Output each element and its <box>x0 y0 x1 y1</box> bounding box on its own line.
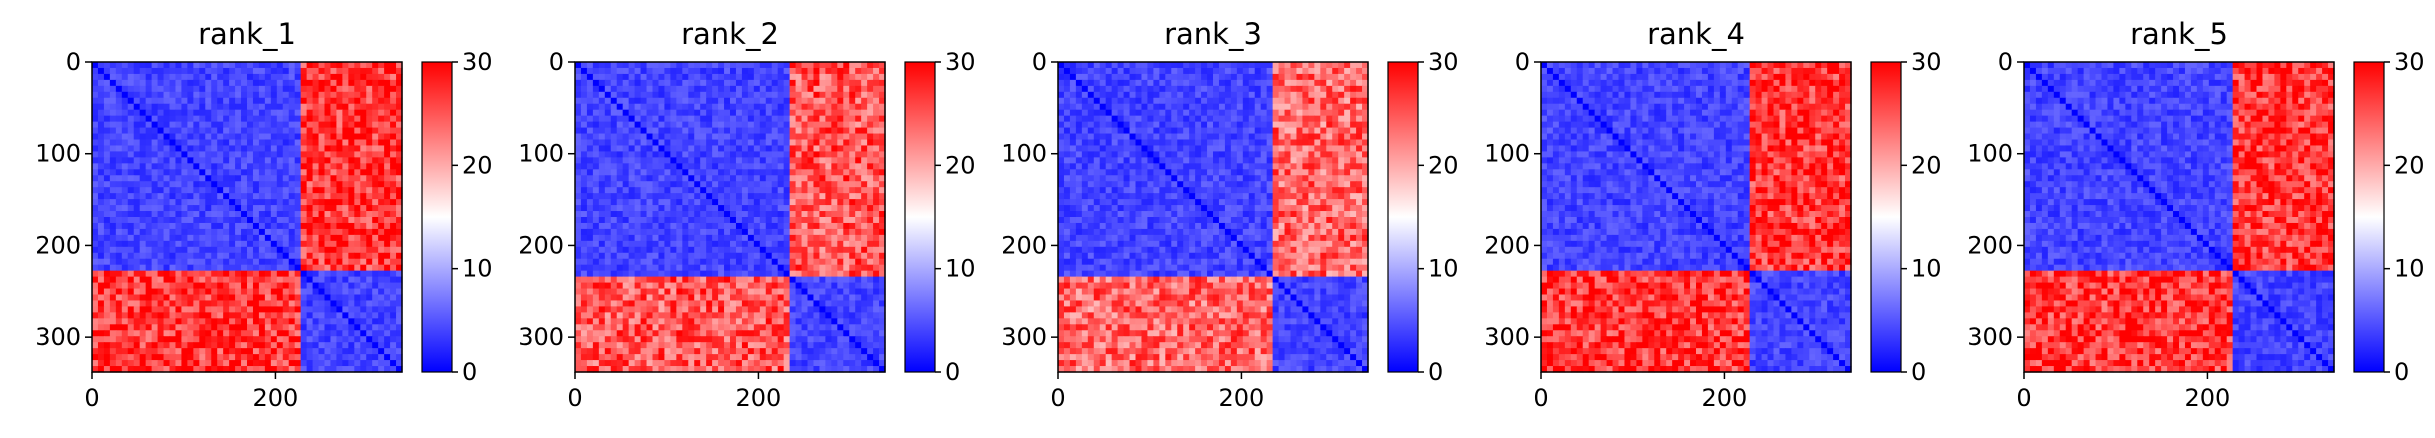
colorbar-tick-label: 10 <box>2394 255 2425 283</box>
colorbar-tick-label: 20 <box>2394 151 2425 179</box>
heatmap-panel-1: rank_1 0 100 200 300 0 200 0 10 20 30 <box>35 17 492 412</box>
colorbar-tick-label: 0 <box>945 358 960 386</box>
y-tick-label: 200 <box>1001 231 1047 259</box>
axes-frame <box>574 61 886 373</box>
heatmap-panel-2: rank_2 0 100 200 300 0 200 0 10 20 30 <box>518 17 975 412</box>
y-tick-label: 100 <box>35 140 81 168</box>
axes-frame <box>2023 61 2335 373</box>
y-tick-label: 300 <box>35 323 81 351</box>
x-tick-label: 200 <box>1702 384 1748 412</box>
x-tick-label: 200 <box>736 384 782 412</box>
y-tick-label: 200 <box>1484 231 1530 259</box>
colorbar-tick-label: 0 <box>2394 358 2409 386</box>
panel-title: rank_5 <box>2130 17 2228 51</box>
heatmap-cells <box>1058 62 1369 373</box>
panel-title: rank_3 <box>1164 17 1262 51</box>
y-tick-label: 0 <box>549 48 564 76</box>
y-tick-label: 200 <box>518 231 564 259</box>
axes-frame <box>91 61 403 373</box>
heatmap-cells <box>1541 62 1852 373</box>
heatmap-cells <box>2024 62 2335 373</box>
colorbar-tick-label: 20 <box>1428 151 1459 179</box>
panel-title: rank_1 <box>198 17 296 51</box>
colorbar-tick-label: 20 <box>1911 151 1942 179</box>
colorbar-tick-label: 30 <box>945 48 976 76</box>
y-tick-label: 0 <box>1515 48 1530 76</box>
x-tick-label: 0 <box>1533 384 1548 412</box>
x-tick-label: 0 <box>2016 384 2031 412</box>
y-tick-label: 200 <box>35 231 81 259</box>
heatmap-panel-5: rank_5 0 100 200 300 0 200 0 10 20 30 <box>1967 17 2424 412</box>
x-tick-label: 200 <box>2185 384 2231 412</box>
y-tick-label: 300 <box>518 323 564 351</box>
y-tick-label: 0 <box>66 48 81 76</box>
heatmap-panel-3: rank_3 0 100 200 300 0 200 0 10 20 30 <box>1001 17 1458 412</box>
x-tick-label: 200 <box>1219 384 1265 412</box>
colorbar-tick-label: 30 <box>462 48 493 76</box>
colorbar-tick-label: 0 <box>462 358 477 386</box>
colorbar-tick-label: 30 <box>2394 48 2425 76</box>
x-tick-label: 0 <box>567 384 582 412</box>
panel-title: rank_2 <box>681 17 779 51</box>
colorbar-tick-label: 10 <box>1911 255 1942 283</box>
x-tick-label: 200 <box>253 384 299 412</box>
colorbar-tick-label: 10 <box>462 255 493 283</box>
colorbar-tick-label: 10 <box>945 255 976 283</box>
panel-title: rank_4 <box>1647 17 1745 51</box>
heatmap-cells <box>92 62 403 373</box>
colorbar <box>1387 61 1419 373</box>
y-tick-label: 100 <box>518 140 564 168</box>
colorbar-tick-label: 20 <box>945 151 976 179</box>
colorbar-tick-label: 20 <box>462 151 493 179</box>
colorbar <box>904 61 936 373</box>
colorbar-tick-label: 10 <box>1428 255 1459 283</box>
y-tick-label: 200 <box>1967 231 2013 259</box>
colorbar-tick-label: 30 <box>1911 48 1942 76</box>
axes-frame <box>1057 61 1369 373</box>
colorbar-tick-label: 30 <box>1428 48 1459 76</box>
axes-frame <box>1540 61 1852 373</box>
y-tick-label: 100 <box>1967 140 2013 168</box>
y-tick-label: 0 <box>1032 48 1047 76</box>
heatmap-cells <box>575 62 886 373</box>
x-tick-label: 0 <box>84 384 99 412</box>
colorbar-tick-label: 0 <box>1911 358 1926 386</box>
y-tick-label: 300 <box>1484 323 1530 351</box>
colorbar-tick-label: 0 <box>1428 358 1443 386</box>
y-tick-label: 100 <box>1001 140 1047 168</box>
y-tick-label: 0 <box>1998 48 2013 76</box>
y-tick-label: 300 <box>1001 323 1047 351</box>
colorbar <box>2353 61 2385 373</box>
x-tick-label: 0 <box>1050 384 1065 412</box>
heatmap-panel-4: rank_4 0 100 200 300 0 200 0 10 20 30 <box>1484 17 1941 412</box>
colorbar <box>421 61 453 373</box>
colorbar <box>1870 61 1902 373</box>
y-tick-label: 300 <box>1967 323 2013 351</box>
y-tick-label: 100 <box>1484 140 1530 168</box>
